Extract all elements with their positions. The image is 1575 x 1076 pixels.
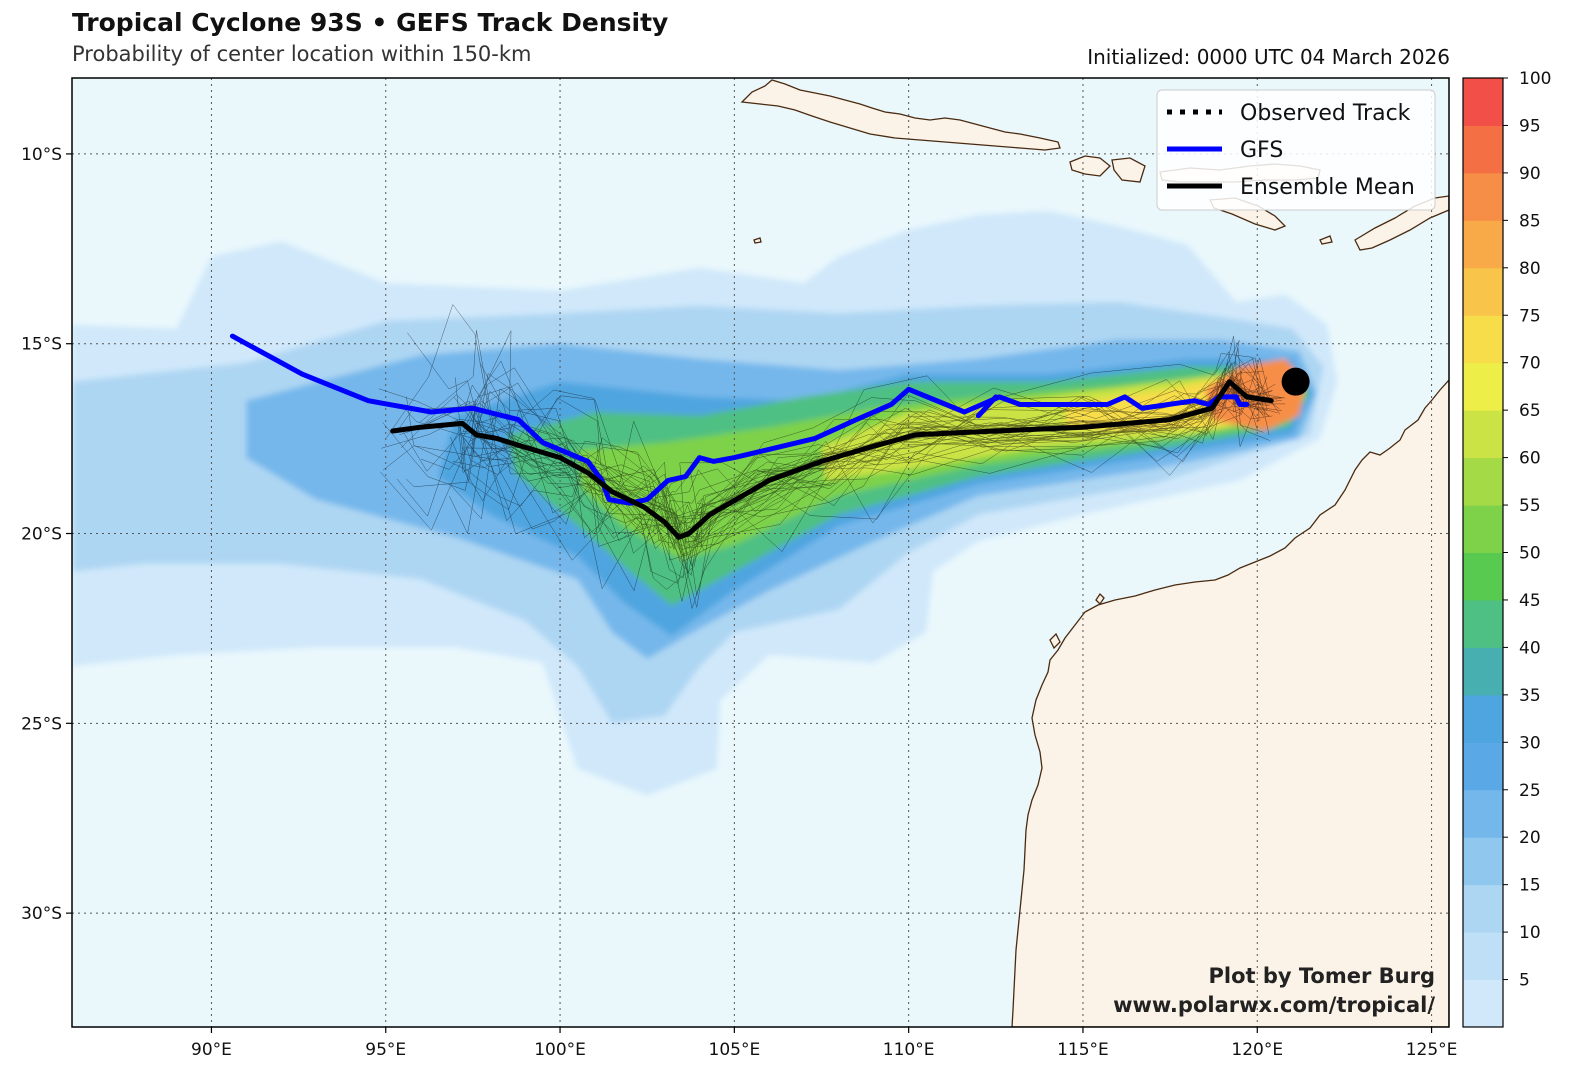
colorbar-tick-label: 65 [1519,401,1541,421]
lon-tick-label: 90°E [191,1040,232,1060]
colorbar-tick-label: 75 [1519,306,1541,326]
ensemble-member-trace [419,378,1265,551]
colorbar-tick-label: 15 [1519,876,1541,896]
gfs-branch-track [975,394,999,419]
australia-mainland [1011,379,1449,1027]
colorbar-tick-label: 5 [1519,971,1530,991]
axis-ticks: 90°E 95°E 100°E 105°E 110°E 115°E 120°E 125°E 10… [21,145,1457,1060]
map-frame [71,77,1450,1028]
small-islet [753,237,762,244]
lon-tick-label: 100°E [534,1040,586,1060]
legend-mean-label: Ensemble Mean [1240,175,1415,200]
ensemble-mean-track [390,379,1274,540]
lon-tick-label: 120°E [1231,1040,1283,1060]
colorbar-tick-label: 55 [1519,496,1541,516]
map-title: Tropical Cyclone 93S • GEFS Track Densit… [72,8,669,37]
lat-tick-label: 10°S [21,145,62,165]
ensemble-member-trace [457,340,1275,602]
colorbar-segment [1463,694,1503,743]
colorbar: 5 10 15 20 25 30 35 40 45 50 55 60 65 70 75 80 85 90 95 100 [1462,69,1551,1028]
lon-tick-label: 115°E [1057,1040,1109,1060]
ensemble-member-trace [479,356,1270,561]
colorbar-segment [1463,410,1503,459]
lat-tick-label: 25°S [21,714,62,734]
java-island [740,79,1061,151]
sumbawa-island [1069,155,1146,183]
ensemble-member-trace [381,374,1264,536]
ensemble-member-trace [380,330,1268,590]
colorbar-segment [1463,979,1503,1028]
lat-tick-label: 30°S [21,904,62,924]
ensemble-member-trace [378,377,1264,547]
lat-tick-label: 20°S [21,525,62,545]
map-subtitle: Probability of center location within 15… [72,42,532,66]
ensemble-member-trace [382,362,1270,550]
ensemble-member-trace [464,369,1278,558]
ensemble-member-trace [419,330,1258,596]
colorbar-tick-label: 95 [1519,116,1541,136]
colorbar-segment [1463,505,1503,553]
colorbar-tick-label: 50 [1519,544,1541,564]
colorbar-segment [1463,267,1503,316]
colorbar-tick-label: 25 [1519,781,1541,801]
initialized-time: Initialized: 0000 UTC 04 March 2026 [1087,45,1450,69]
colorbar-tick-label: 35 [1519,686,1541,706]
colorbar-segment [1463,78,1503,126]
lon-tick-label: 105°E [709,1040,761,1060]
colorbar-tick-label: 40 [1519,638,1541,658]
colorbar-tick-label: 100 [1519,69,1551,89]
ensemble-member-trace [476,376,1261,551]
colorbar-tick-label: 85 [1519,211,1541,231]
colorbar-segment [1463,837,1503,886]
colorbar-tick-label: 90 [1519,164,1541,184]
ensemble-member-trace [402,390,1266,525]
colorbar-tick-label: 80 [1519,259,1541,279]
colorbar-segment [1463,220,1503,269]
colorbar-segment [1463,315,1503,364]
lon-tick-label: 125°E [1406,1040,1458,1060]
colorbar-segment [1463,125,1503,174]
colorbar-segment [1463,742,1503,791]
legend: Observed Track GFS Ensemble Mean [1156,89,1436,211]
colorbar-tick-label: 60 [1519,449,1541,469]
ensemble-member-trace [462,386,1280,549]
colorbar-tick-label: 20 [1519,828,1541,848]
lon-tick-label: 110°E [883,1040,935,1060]
ensemble-member-traces [378,303,1286,610]
ensemble-member-trace [411,386,1273,543]
gfs-track [229,333,1250,506]
colorbar-segment [1463,647,1503,696]
credit-url: www.polarwx.com/tropical/ [1113,993,1435,1017]
credit-author: Plot by Tomer Burg [1209,964,1436,988]
colorbar-segment [1463,172,1503,221]
colorbar-segment [1463,599,1503,648]
legend-observed-label: Observed Track [1240,101,1411,126]
colorbar-tick-label: 45 [1519,591,1541,611]
tracks [229,333,1274,540]
colorbar-segment [1463,457,1503,506]
lat-tick-label: 15°S [21,335,62,355]
colorbar-segment [1463,932,1503,981]
colorbar-segment [1463,362,1503,411]
colorbar-segment [1463,884,1503,933]
ensemble-member-trace [386,303,1270,567]
colorbar-tick-label: 10 [1519,923,1541,943]
island-west-australia [1049,592,1105,650]
lon-tick-label: 95°E [365,1040,406,1060]
colorbar-tick-label: 70 [1519,354,1541,374]
colorbar-tick-label: 30 [1519,733,1541,753]
colorbar-segment [1463,789,1503,838]
legend-gfs-label: GFS [1240,138,1283,163]
current-position-marker [1281,367,1310,396]
colorbar-segment [1463,552,1503,601]
